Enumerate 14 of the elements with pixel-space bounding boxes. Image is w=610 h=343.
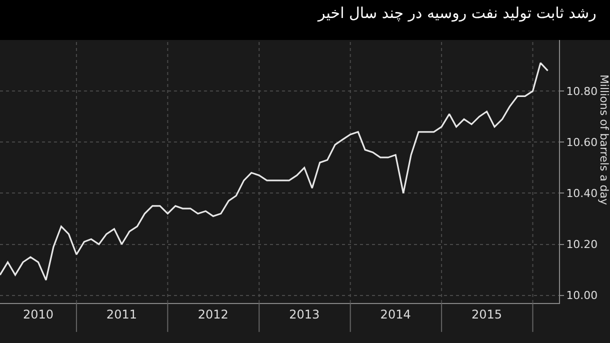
- y-tick-label: 10.80: [566, 84, 598, 98]
- y-tick-label: 10.40: [566, 187, 598, 200]
- x-tick-label: 2010: [22, 307, 54, 322]
- x-tick-label: 2015: [472, 307, 502, 322]
- x-tick-label: 2013: [289, 307, 320, 322]
- line-series: [0, 62, 549, 281]
- x-tick-label: 2012: [198, 307, 228, 322]
- y-tick-label: 10.00: [566, 289, 598, 302]
- y-tick-label: 10.20: [566, 238, 598, 252]
- chart-title: رشد ثابت تولید نفت روسیه در چند سال اخیر: [317, 4, 596, 22]
- y-tick-label: 10.60: [566, 136, 598, 149]
- y-axis-title: Millions of barrels a day: [597, 74, 610, 206]
- x-tick-label: 2014: [380, 307, 411, 322]
- x-tick-label: 2011: [106, 307, 137, 322]
